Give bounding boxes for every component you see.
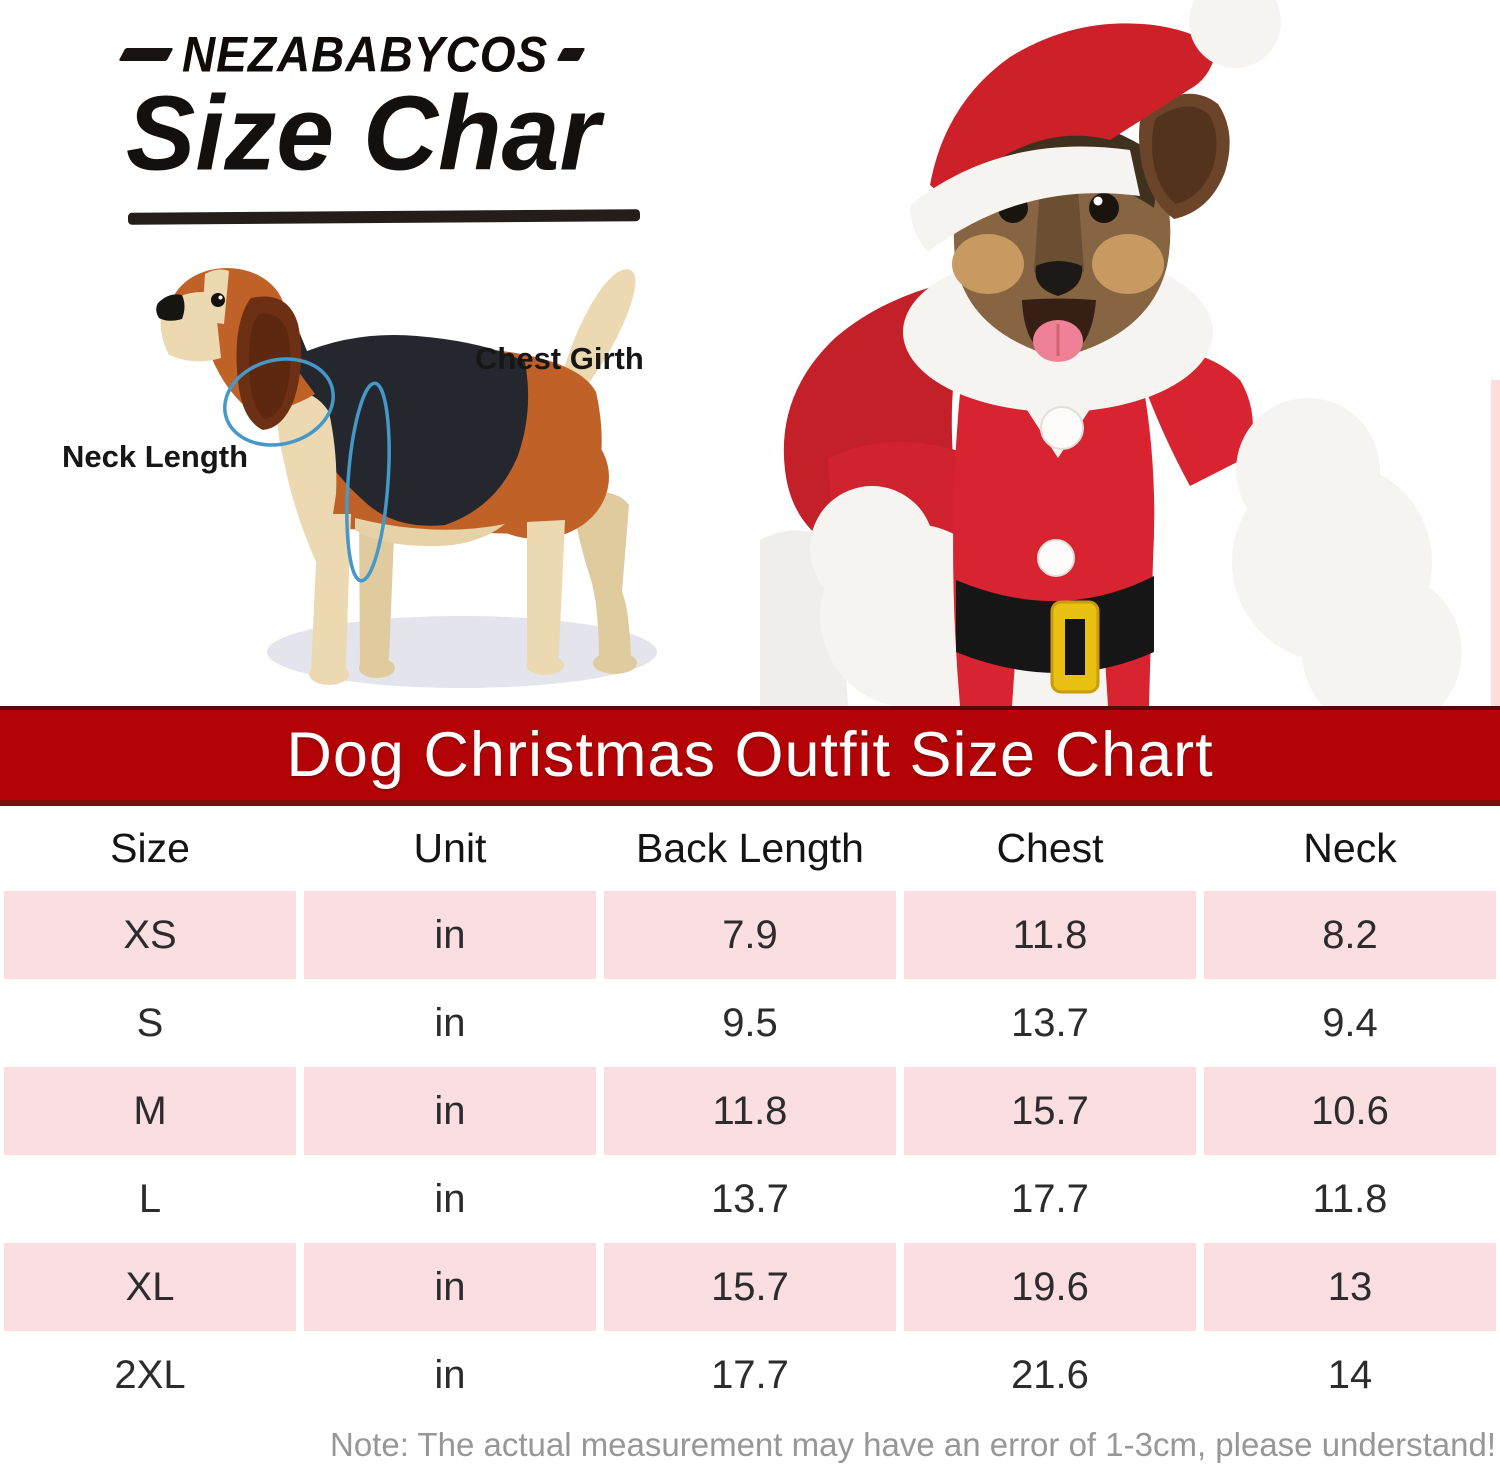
cell-size: S: [4, 979, 296, 1067]
cell-unit: in: [304, 891, 596, 979]
cell-size: XS: [4, 891, 296, 979]
santa-dog-photo-image: [760, 0, 1500, 750]
cell-neck: 9.4: [1204, 979, 1496, 1067]
cell-size: 2XL: [4, 1331, 296, 1419]
measurement-note: Note: The actual measurement may have an…: [329, 1426, 1496, 1463]
beagle-measurement-illustration: [55, 262, 705, 702]
table-row-2xl: 2XL in 17.7 21.6 14: [4, 1331, 1496, 1419]
cell-chest: 15.7: [904, 1067, 1196, 1155]
cell-unit: in: [304, 1067, 596, 1155]
cell-chest: 21.6: [904, 1331, 1196, 1419]
table-row-xs: XS in 7.9 11.8 8.2: [4, 891, 1496, 979]
neck-length-label: Neck Length: [62, 439, 249, 474]
logo-underline: [127, 209, 641, 225]
beagle-illustration-image: [156, 268, 657, 688]
table-row-xl: XL in 15.7 19.6 13: [4, 1243, 1496, 1331]
brand-dash-left-icon: [118, 47, 174, 61]
cell-chest: 11.8: [904, 891, 1196, 979]
brand-dash-right-icon: [556, 47, 586, 61]
column-header-size: Size: [110, 825, 190, 871]
cell-neck: 11.8: [1204, 1155, 1496, 1243]
cell-size: M: [4, 1067, 296, 1155]
column-header-back-length: Back Length: [636, 825, 864, 871]
column-header-chest: Chest: [996, 825, 1104, 871]
column-header-unit: Unit: [413, 825, 487, 871]
table-row-m: M in 11.8 15.7 10.6: [4, 1067, 1496, 1155]
cell-back-length: 17.7: [604, 1331, 896, 1419]
banner: Dog Christmas Outfit Size Chart: [0, 706, 1500, 806]
cell-chest: 17.7: [904, 1155, 1196, 1243]
cell-back-length: 13.7: [604, 1155, 896, 1243]
cell-unit: in: [304, 979, 596, 1067]
cell-size: L: [4, 1155, 296, 1243]
cell-neck: 10.6: [1204, 1067, 1496, 1155]
brand-name: NEZABABYCOS: [181, 25, 549, 83]
cell-back-length: 7.9: [604, 891, 896, 979]
cell-chest: 19.6: [904, 1243, 1196, 1331]
cell-back-length: 11.8: [604, 1067, 896, 1155]
cell-size: XL: [4, 1243, 296, 1331]
cell-neck: 14: [1204, 1331, 1496, 1419]
cell-unit: in: [304, 1331, 596, 1419]
cell-back-length: 9.5: [604, 979, 896, 1067]
banner-title: Dog Christmas Outfit Size Chart: [286, 720, 1214, 790]
cell-neck: 8.2: [1204, 891, 1496, 979]
table-header-row: Size Unit Back Length Chest Neck: [4, 806, 1496, 891]
chest-girth-label: Chest Girth: [475, 341, 644, 376]
column-header-neck: Neck: [1303, 825, 1397, 871]
santa-dog-photo: [760, 0, 1500, 750]
logo-title: Size Char: [126, 74, 600, 194]
cell-unit: in: [304, 1243, 596, 1331]
cell-chest: 13.7: [904, 979, 1196, 1067]
cell-neck: 13: [1204, 1243, 1496, 1331]
cell-unit: in: [304, 1155, 596, 1243]
cell-back-length: 15.7: [604, 1243, 896, 1331]
brand-row: NEZABABYCOS: [118, 24, 586, 84]
table-row-s: S in 9.5 13.7 9.4: [4, 979, 1496, 1067]
table-row-l: L in 13.7 17.7 11.8: [4, 1155, 1496, 1243]
size-table: Size Unit Back Length Chest Neck XS in 7…: [4, 806, 1496, 1419]
